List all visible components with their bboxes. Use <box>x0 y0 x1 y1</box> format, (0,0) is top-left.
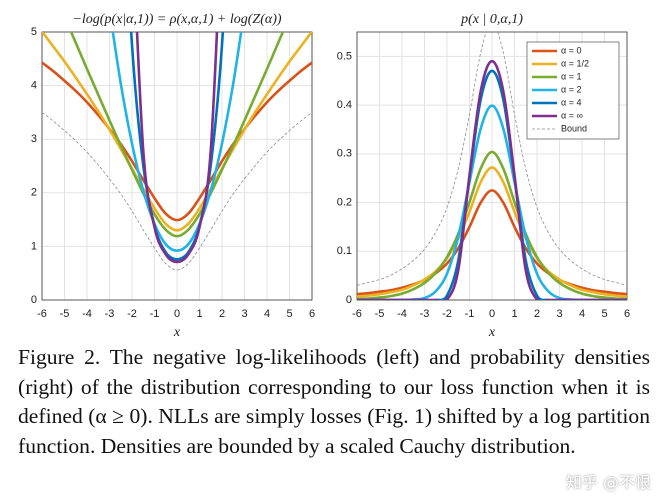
x-tick-label: 3 <box>241 308 247 320</box>
x-tick-label: 0 <box>489 308 495 320</box>
series-line <box>357 150 627 300</box>
y-tick-label: 0 <box>346 294 352 306</box>
x-tick-label: 2 <box>219 308 225 320</box>
x-tick-label: 3 <box>556 308 562 320</box>
legend-label: α = 1/2 <box>561 58 589 68</box>
plot-area <box>357 32 627 300</box>
y-tick-label: 0 <box>31 294 37 306</box>
x-tick-label: 1 <box>196 308 202 320</box>
y-tick-label: 1 <box>31 240 37 252</box>
x-tick-label: -6 <box>352 308 362 320</box>
y-tick-label: 4 <box>31 80 37 92</box>
y-tick-label: 3 <box>31 133 37 145</box>
x-tick-label: -1 <box>465 308 475 320</box>
series-line <box>42 112 312 271</box>
chart-title: −log(p(x|α,1)) = ρ(x,α,1) + log(Z(α)) <box>72 12 281 27</box>
legend-label: α = 0 <box>561 45 581 55</box>
caption: Figure 2. The negative log-likelihoods (… <box>18 345 650 458</box>
y-tick-label: 0.5 <box>337 50 352 62</box>
series-line <box>42 61 312 222</box>
axes-box <box>41 31 313 301</box>
y-tick-label: 0.1 <box>337 245 352 257</box>
x-tick-label: -3 <box>420 308 430 320</box>
y-tick-label: 0.4 <box>337 99 352 111</box>
series-line <box>357 59 627 300</box>
y-tick-label: 0.2 <box>337 196 352 208</box>
series-line <box>357 32 627 286</box>
x-tick-label: -4 <box>397 308 407 320</box>
x-axis-label: x <box>173 325 181 340</box>
legend-label: α = ∞ <box>561 110 583 120</box>
x-tick-label: -5 <box>60 308 70 320</box>
legend-label: α = 2 <box>561 84 581 94</box>
x-tick-label: -4 <box>82 308 92 320</box>
figure: 0 1 2 3 4 5 -6 -5 -4 -3 -2 -1 0 1 2 3 4 5 6 −log(p(x|α,1)) … <box>31 12 630 340</box>
series-line <box>357 104 627 300</box>
series-line <box>69 32 285 238</box>
x-tick-label: 2 <box>534 308 540 320</box>
x-tick-label: 6 <box>624 308 630 320</box>
x-tick-label: -3 <box>105 308 115 320</box>
series-line <box>357 69 627 300</box>
x-axis-label: x <box>488 325 496 340</box>
x-tick-label: -2 <box>442 308 452 320</box>
series-line <box>135 32 219 264</box>
x-tick-label: -2 <box>127 308 137 320</box>
x-tick-label: 4 <box>264 308 270 320</box>
x-tick-label: -5 <box>375 308 385 320</box>
x-tick-label: -1 <box>150 308 160 320</box>
x-tick-label: -6 <box>37 308 47 320</box>
series-line <box>129 32 225 261</box>
x-tick-label: 5 <box>286 308 292 320</box>
legend-label: α = 4 <box>561 97 581 107</box>
series-line <box>42 32 312 232</box>
y-tick-label: 5 <box>31 26 37 38</box>
series-line <box>357 166 627 298</box>
series-line <box>111 32 243 252</box>
axes-box <box>356 31 628 301</box>
x-tick-label: 4 <box>579 308 585 320</box>
legend-label: Bound <box>561 123 587 133</box>
y-tick-label: 0.3 <box>337 148 352 160</box>
series-line <box>357 189 627 296</box>
y-tick-label: 2 <box>31 187 37 199</box>
x-tick-label: 0 <box>174 308 180 320</box>
x-tick-label: 1 <box>511 308 517 320</box>
legend-label: α = 1 <box>561 71 581 81</box>
x-tick-label: 6 <box>309 308 315 320</box>
plot-area <box>42 32 312 271</box>
watermark: 知乎 @不恨 <box>565 473 651 492</box>
x-tick-label: 5 <box>601 308 607 320</box>
chart-title: p(x | 0,α,1) <box>460 12 523 27</box>
